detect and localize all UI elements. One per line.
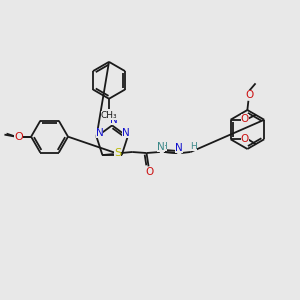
Text: O: O	[241, 134, 249, 144]
Text: O: O	[14, 132, 23, 142]
Text: CH₃: CH₃	[101, 111, 117, 120]
Text: S: S	[114, 148, 122, 158]
Text: H: H	[190, 142, 197, 152]
Text: O: O	[15, 132, 23, 142]
Text: H: H	[160, 142, 167, 152]
Text: N: N	[122, 128, 130, 138]
Text: N: N	[96, 128, 104, 138]
Text: O: O	[245, 90, 253, 100]
Text: O: O	[146, 167, 154, 178]
Text: N: N	[176, 143, 183, 153]
Text: N: N	[157, 142, 165, 152]
Text: O: O	[241, 114, 249, 124]
Text: N: N	[110, 115, 118, 125]
